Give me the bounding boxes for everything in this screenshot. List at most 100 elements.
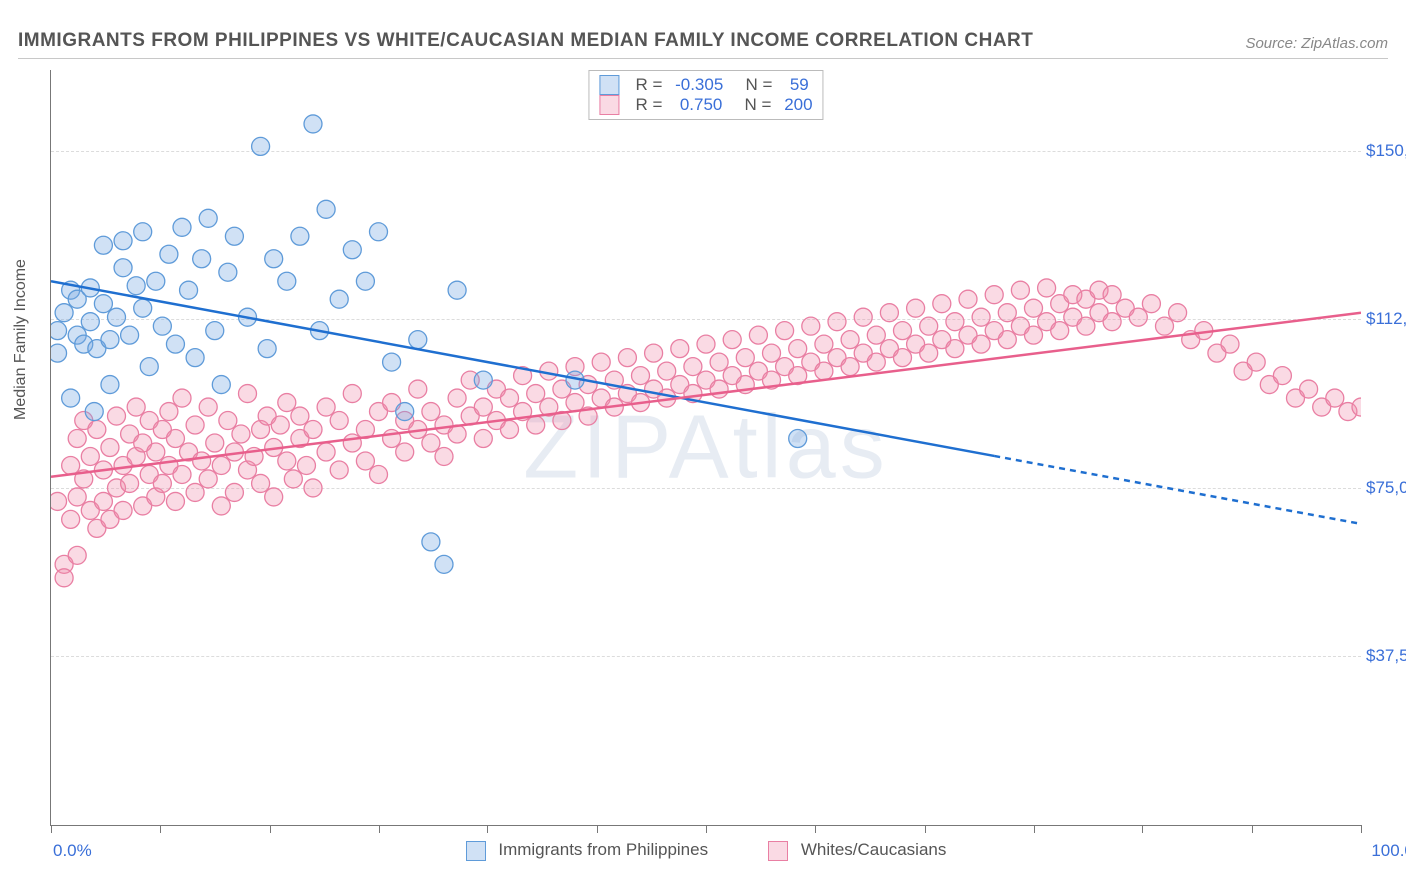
scatter-point (212, 497, 230, 515)
scatter-point (776, 322, 794, 340)
scatter-point (239, 385, 257, 403)
scatter-point (854, 308, 872, 326)
scatter-point (278, 394, 296, 412)
x-tick (1361, 825, 1362, 833)
legend-label-philippines: Immigrants from Philippines (498, 840, 708, 859)
scatter-point (972, 335, 990, 353)
scatter-point (396, 403, 414, 421)
scatter-point (880, 304, 898, 322)
scatter-point (199, 470, 217, 488)
y-tick-label: $150,000 (1366, 141, 1406, 161)
scatter-point (186, 416, 204, 434)
scatter-point (867, 353, 885, 371)
scatter-point (127, 398, 145, 416)
scatter-point (383, 353, 401, 371)
x-tick (379, 825, 380, 833)
n-label: N = (730, 95, 776, 115)
scatter-point (206, 322, 224, 340)
x-tick (1252, 825, 1253, 833)
scatter-point (370, 465, 388, 483)
scatter-point (1011, 281, 1029, 299)
scatter-point (147, 272, 165, 290)
scatter-point (501, 389, 519, 407)
y-axis-label: Median Family Income (12, 259, 30, 420)
scatter-point (225, 483, 243, 501)
trend-line-extrapolated (994, 456, 1361, 524)
scatter-point (1169, 304, 1187, 322)
scatter-point (435, 555, 453, 573)
scatter-point (409, 380, 427, 398)
scatter-point (710, 353, 728, 371)
scatter-point (180, 281, 198, 299)
scatter-point (94, 236, 112, 254)
scatter-point (684, 358, 702, 376)
scatter-point (291, 227, 309, 245)
scatter-point (206, 434, 224, 452)
scatter-point (219, 263, 237, 281)
scatter-point (55, 304, 73, 322)
scatter-point (278, 452, 296, 470)
scatter-point (763, 344, 781, 362)
x-tick (597, 825, 598, 833)
scatter-point (894, 349, 912, 367)
scatter-point (501, 421, 519, 439)
scatter-point (101, 331, 119, 349)
scatter-point (448, 281, 466, 299)
x-tick (925, 825, 926, 833)
scatter-point (697, 335, 715, 353)
legend-row-philippines: R = -0.305 N = 59 (599, 75, 812, 95)
scatter-point (51, 322, 67, 340)
scatter-point (134, 223, 152, 241)
scatter-point (789, 430, 807, 448)
scatter-point (68, 546, 86, 564)
scatter-point (317, 200, 335, 218)
scatter-point (81, 313, 99, 331)
correlation-legend: R = -0.305 N = 59 R = 0.750 N = 200 (588, 70, 823, 120)
y-tick-label: $75,000 (1366, 478, 1406, 498)
x-tick (270, 825, 271, 833)
scatter-point (474, 398, 492, 416)
scatter-point (645, 344, 663, 362)
x-tick (51, 825, 52, 833)
scatter-point (867, 326, 885, 344)
scatter-point (841, 331, 859, 349)
scatter-point (998, 304, 1016, 322)
source-attribution: Source: ZipAtlas.com (1245, 35, 1388, 52)
scatter-point (1300, 380, 1318, 398)
scatter-point (134, 299, 152, 317)
legend-item-whites: Whites/Caucasians (768, 840, 946, 861)
scatter-point (140, 358, 158, 376)
scatter-point (802, 317, 820, 335)
scatter-point (108, 407, 126, 425)
scatter-point (271, 416, 289, 434)
scatter-point (527, 416, 545, 434)
scatter-point (815, 335, 833, 353)
scatter-point (85, 403, 103, 421)
scatter-point (710, 380, 728, 398)
scatter-point (933, 295, 951, 313)
legend-row-whites: R = 0.750 N = 200 (599, 95, 812, 115)
scatter-point (212, 456, 230, 474)
scatter-point (81, 447, 99, 465)
scatter-point (566, 394, 584, 412)
scatter-point (212, 376, 230, 394)
scatter-point (920, 317, 938, 335)
swatch-whites-icon (768, 841, 788, 861)
scatter-point (166, 430, 184, 448)
n-value-whites: 200 (784, 95, 812, 115)
scatter-point (370, 223, 388, 241)
r-value-whites: 0.750 (680, 95, 723, 115)
chart-title: IMMIGRANTS FROM PHILIPPINES VS WHITE/CAU… (18, 30, 1033, 52)
scatter-point (173, 465, 191, 483)
scatter-point (1156, 317, 1174, 335)
scatter-point (193, 250, 211, 268)
scatter-point (422, 533, 440, 551)
swatch-philippines (599, 75, 619, 95)
x-tick (815, 825, 816, 833)
r-label: R = (635, 75, 667, 95)
scatter-point (317, 398, 335, 416)
scatter-point (632, 367, 650, 385)
scatter-point (749, 326, 767, 344)
scatter-point (422, 403, 440, 421)
scatter-point (114, 259, 132, 277)
